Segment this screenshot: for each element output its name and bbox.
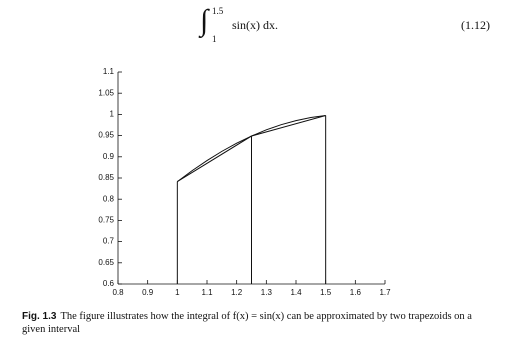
x-tick-label: 1.3: [261, 288, 273, 297]
x-tick-label: 1.6: [350, 288, 362, 297]
x-tick-label: 0.8: [112, 288, 124, 297]
y-tick-label: 0.95: [98, 131, 114, 140]
y-tick-label: 0.65: [98, 258, 114, 267]
caption: Fig. 1.3 The figure illustrates how the i…: [22, 310, 482, 336]
caption-label: Fig. 1.3: [22, 311, 57, 322]
y-tick-label: 0.7: [103, 237, 115, 246]
upper-limit: 1.5: [212, 6, 224, 16]
y-tick-label: 1.1: [103, 67, 115, 76]
y-tick-label: 0.9: [103, 152, 115, 161]
y-tick-label: 1: [110, 110, 115, 119]
y-tick-label: 1.05: [98, 88, 114, 97]
y-tick-label: 0.6: [103, 279, 115, 288]
x-tick-label: 0.9: [142, 288, 154, 297]
y-tick-label: 0.75: [98, 216, 114, 225]
chart: 0.6 0.65 0.7 0.75 0.8 0.85 0.9 0.95 1 1.05 1.1 0.8 0…: [98, 67, 391, 297]
x-tick-label: 1.7: [379, 288, 391, 297]
x-tick-label: 1.5: [320, 288, 332, 297]
x-tick-label: 1: [175, 288, 180, 297]
integral-sign: ∫: [200, 4, 209, 37]
x-tick-label: 1.4: [290, 288, 302, 297]
equation: ∫ 1.5 1 sin(x) dx. (1.12): [200, 4, 490, 44]
x-tick-label: 1.1: [201, 288, 213, 297]
y-tick-label: 0.8: [103, 194, 115, 203]
lower-limit: 1: [212, 34, 217, 44]
equation-number: (1.12): [461, 18, 490, 32]
y-tick-label: 0.85: [98, 173, 114, 182]
x-tick-label: 1.2: [231, 288, 243, 297]
caption-text: The figure illustrates how the integral …: [22, 311, 472, 335]
integrand: sin(x) dx.: [232, 18, 278, 32]
